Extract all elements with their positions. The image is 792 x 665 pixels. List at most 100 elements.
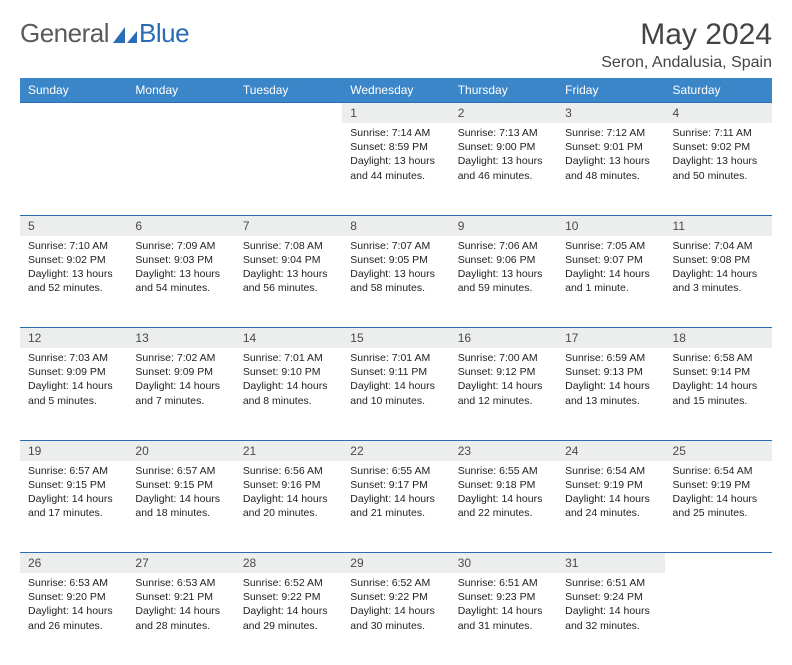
day-number: 31	[557, 553, 664, 573]
day-cell: Sunrise: 7:09 AMSunset: 9:03 PMDaylight:…	[127, 236, 234, 328]
day-number: 14	[235, 328, 342, 348]
daylight-text: Daylight: 13 hours and 46 minutes.	[458, 154, 549, 182]
sunrise-text: Sunrise: 7:12 AM	[565, 126, 656, 140]
day-number-cell	[235, 103, 342, 124]
day-details: Sunrise: 6:59 AMSunset: 9:13 PMDaylight:…	[557, 348, 664, 414]
daylight-text: Daylight: 13 hours and 48 minutes.	[565, 154, 656, 182]
day-details: Sunrise: 7:10 AMSunset: 9:02 PMDaylight:…	[20, 236, 127, 302]
day-number-cell: 19	[20, 440, 127, 461]
sunset-text: Sunset: 9:23 PM	[458, 590, 549, 604]
day-cell: Sunrise: 6:58 AMSunset: 9:14 PMDaylight:…	[665, 348, 772, 440]
daylight-text: Daylight: 14 hours and 22 minutes.	[458, 492, 549, 520]
sunset-text: Sunset: 9:24 PM	[565, 590, 656, 604]
sunrise-text: Sunrise: 7:05 AM	[565, 239, 656, 253]
day-number: 7	[235, 216, 342, 236]
day-details: Sunrise: 7:01 AMSunset: 9:11 PMDaylight:…	[342, 348, 449, 414]
daylight-text: Daylight: 14 hours and 15 minutes.	[673, 379, 764, 407]
sunset-text: Sunset: 9:15 PM	[135, 478, 226, 492]
day-cell: Sunrise: 6:51 AMSunset: 9:23 PMDaylight:…	[450, 573, 557, 665]
day-number-cell: 9	[450, 215, 557, 236]
day-details	[20, 123, 127, 132]
day-cell: Sunrise: 6:55 AMSunset: 9:17 PMDaylight:…	[342, 461, 449, 553]
sunset-text: Sunset: 9:14 PM	[673, 365, 764, 379]
day-number-cell	[20, 103, 127, 124]
sunset-text: Sunset: 9:04 PM	[243, 253, 334, 267]
sunrise-text: Sunrise: 6:57 AM	[28, 464, 119, 478]
daylight-text: Daylight: 14 hours and 3 minutes.	[673, 267, 764, 295]
daynum-row: 12131415161718	[20, 328, 772, 349]
day-details: Sunrise: 7:07 AMSunset: 9:05 PMDaylight:…	[342, 236, 449, 302]
day-number-cell: 29	[342, 553, 449, 574]
day-details: Sunrise: 6:55 AMSunset: 9:17 PMDaylight:…	[342, 461, 449, 527]
daylight-text: Daylight: 14 hours and 30 minutes.	[350, 604, 441, 632]
day-cell: Sunrise: 7:04 AMSunset: 9:08 PMDaylight:…	[665, 236, 772, 328]
week-row: Sunrise: 6:57 AMSunset: 9:15 PMDaylight:…	[20, 461, 772, 553]
sunset-text: Sunset: 9:09 PM	[28, 365, 119, 379]
day-number	[20, 103, 127, 109]
weekday-header: Friday	[557, 78, 664, 103]
day-details: Sunrise: 7:13 AMSunset: 9:00 PMDaylight:…	[450, 123, 557, 189]
day-number-cell	[665, 553, 772, 574]
day-number-cell	[127, 103, 234, 124]
day-number-cell: 11	[665, 215, 772, 236]
sunset-text: Sunset: 9:11 PM	[350, 365, 441, 379]
day-number-cell: 5	[20, 215, 127, 236]
sunset-text: Sunset: 9:01 PM	[565, 140, 656, 154]
sunrise-text: Sunrise: 6:53 AM	[28, 576, 119, 590]
sunset-text: Sunset: 9:21 PM	[135, 590, 226, 604]
daylight-text: Daylight: 13 hours and 44 minutes.	[350, 154, 441, 182]
day-details: Sunrise: 7:00 AMSunset: 9:12 PMDaylight:…	[450, 348, 557, 414]
day-number-cell: 25	[665, 440, 772, 461]
day-details: Sunrise: 6:57 AMSunset: 9:15 PMDaylight:…	[127, 461, 234, 527]
day-number-cell: 6	[127, 215, 234, 236]
day-cell: Sunrise: 7:07 AMSunset: 9:05 PMDaylight:…	[342, 236, 449, 328]
day-cell	[665, 573, 772, 665]
day-details: Sunrise: 7:14 AMSunset: 8:59 PMDaylight:…	[342, 123, 449, 189]
day-cell: Sunrise: 6:57 AMSunset: 9:15 PMDaylight:…	[127, 461, 234, 553]
day-number: 17	[557, 328, 664, 348]
day-details: Sunrise: 7:11 AMSunset: 9:02 PMDaylight:…	[665, 123, 772, 189]
sunrise-text: Sunrise: 6:51 AM	[565, 576, 656, 590]
day-number-cell: 13	[127, 328, 234, 349]
page-header: General Blue May 2024 Seron, Andalusia, …	[20, 18, 772, 72]
day-number-cell: 27	[127, 553, 234, 574]
daylight-text: Daylight: 14 hours and 13 minutes.	[565, 379, 656, 407]
weekday-header: Tuesday	[235, 78, 342, 103]
day-details: Sunrise: 7:12 AMSunset: 9:01 PMDaylight:…	[557, 123, 664, 189]
sunset-text: Sunset: 9:02 PM	[673, 140, 764, 154]
sunrise-text: Sunrise: 6:51 AM	[458, 576, 549, 590]
sunrise-text: Sunrise: 6:58 AM	[673, 351, 764, 365]
day-cell: Sunrise: 6:52 AMSunset: 9:22 PMDaylight:…	[342, 573, 449, 665]
daylight-text: Daylight: 14 hours and 21 minutes.	[350, 492, 441, 520]
day-number: 22	[342, 441, 449, 461]
day-cell: Sunrise: 6:54 AMSunset: 9:19 PMDaylight:…	[665, 461, 772, 553]
week-row: Sunrise: 7:10 AMSunset: 9:02 PMDaylight:…	[20, 236, 772, 328]
day-number-cell: 21	[235, 440, 342, 461]
day-number-cell: 2	[450, 103, 557, 124]
day-details: Sunrise: 6:54 AMSunset: 9:19 PMDaylight:…	[665, 461, 772, 527]
sunset-text: Sunset: 9:19 PM	[565, 478, 656, 492]
day-details: Sunrise: 7:05 AMSunset: 9:07 PMDaylight:…	[557, 236, 664, 302]
sunrise-text: Sunrise: 7:11 AM	[673, 126, 764, 140]
daylight-text: Daylight: 14 hours and 5 minutes.	[28, 379, 119, 407]
day-number-cell: 15	[342, 328, 449, 349]
day-number-cell: 23	[450, 440, 557, 461]
sunrise-text: Sunrise: 7:06 AM	[458, 239, 549, 253]
sunset-text: Sunset: 9:10 PM	[243, 365, 334, 379]
day-number: 6	[127, 216, 234, 236]
day-number-cell: 10	[557, 215, 664, 236]
day-number: 11	[665, 216, 772, 236]
day-cell: Sunrise: 6:53 AMSunset: 9:20 PMDaylight:…	[20, 573, 127, 665]
day-details	[665, 573, 772, 582]
daylight-text: Daylight: 13 hours and 50 minutes.	[673, 154, 764, 182]
sunset-text: Sunset: 9:19 PM	[673, 478, 764, 492]
weekday-header-row: Sunday Monday Tuesday Wednesday Thursday…	[20, 78, 772, 103]
day-cell: Sunrise: 7:01 AMSunset: 9:11 PMDaylight:…	[342, 348, 449, 440]
day-cell: Sunrise: 7:08 AMSunset: 9:04 PMDaylight:…	[235, 236, 342, 328]
day-cell: Sunrise: 6:53 AMSunset: 9:21 PMDaylight:…	[127, 573, 234, 665]
day-number: 13	[127, 328, 234, 348]
sunset-text: Sunset: 9:15 PM	[28, 478, 119, 492]
day-cell: Sunrise: 6:55 AMSunset: 9:18 PMDaylight:…	[450, 461, 557, 553]
day-number-cell: 18	[665, 328, 772, 349]
week-row: Sunrise: 7:14 AMSunset: 8:59 PMDaylight:…	[20, 123, 772, 215]
